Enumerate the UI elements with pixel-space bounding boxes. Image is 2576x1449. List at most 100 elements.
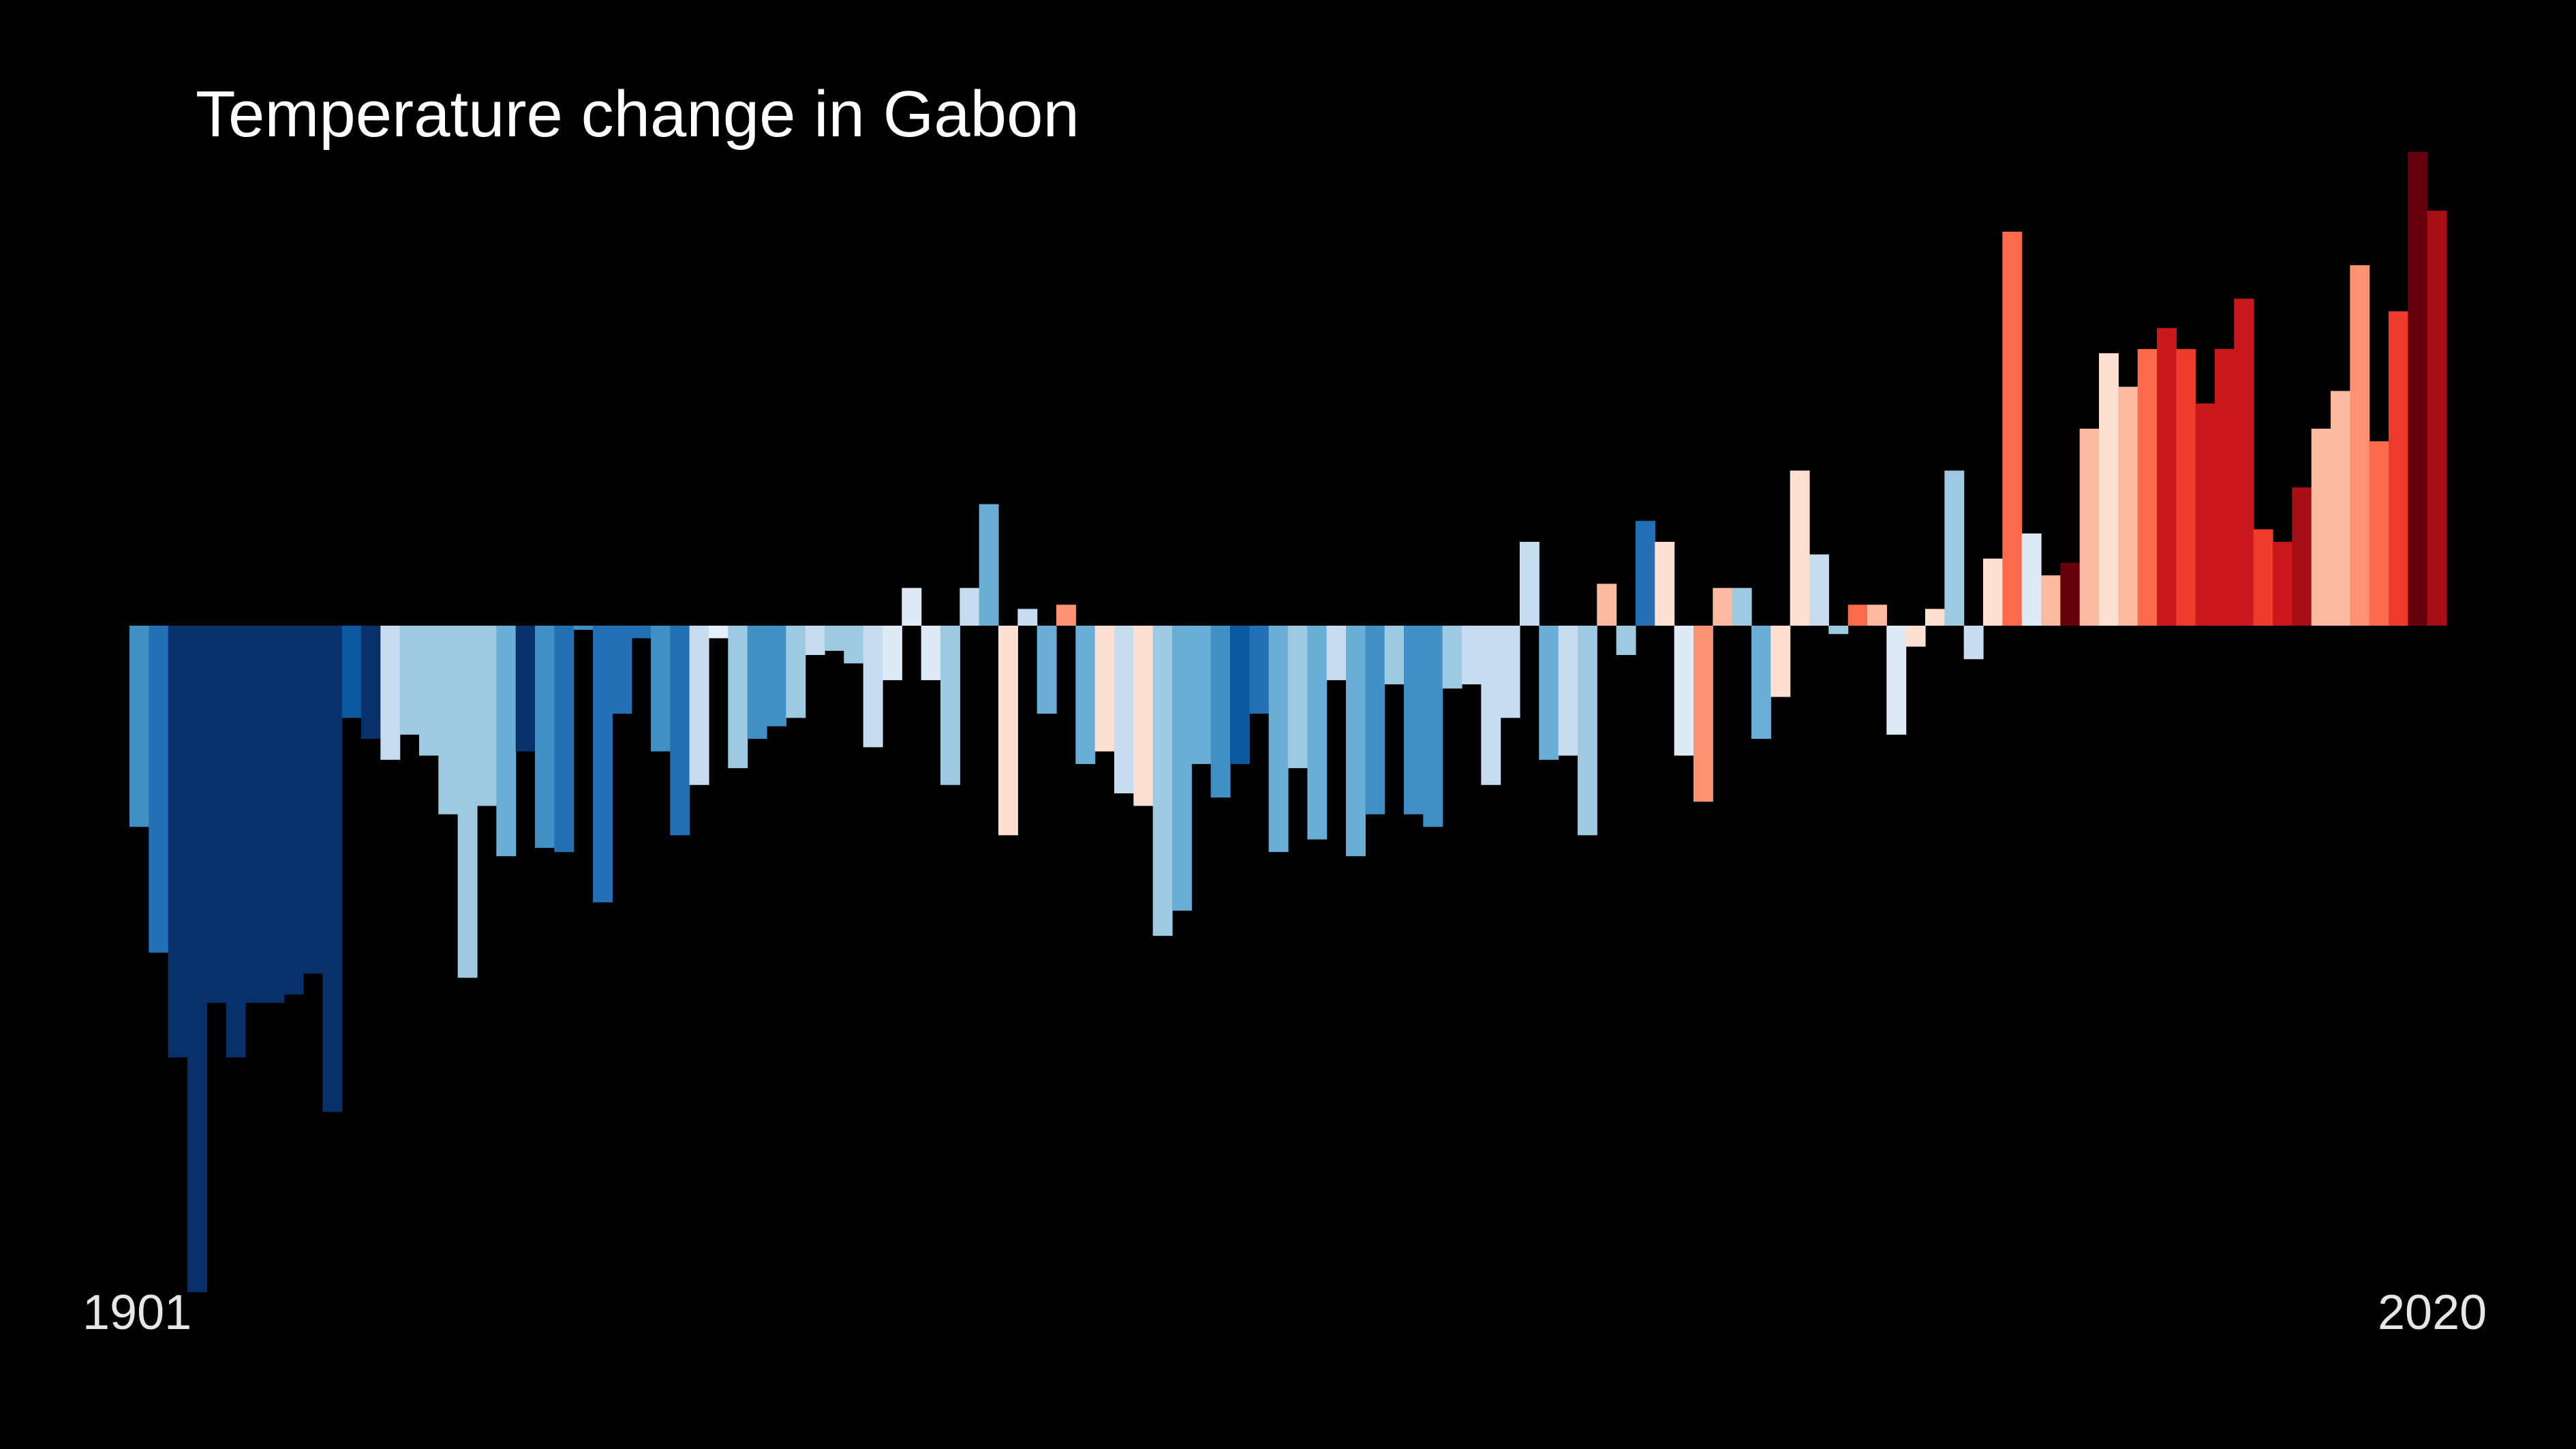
bar-1957 bbox=[1210, 626, 1231, 798]
bar-1939 bbox=[863, 626, 883, 748]
bar-1906 bbox=[226, 626, 246, 1058]
bar-2001 bbox=[2060, 562, 2081, 626]
bar-2013 bbox=[2292, 487, 2312, 626]
bar-1929 bbox=[670, 626, 690, 836]
bar-1920 bbox=[496, 626, 517, 857]
bar-1934 bbox=[767, 626, 786, 727]
bar-2000 bbox=[2041, 575, 2061, 626]
bar-1912 bbox=[341, 626, 362, 718]
bar-1969 bbox=[1442, 626, 1462, 689]
bar-1919 bbox=[477, 626, 497, 806]
bar-1959 bbox=[1249, 626, 1270, 714]
bar-1980 bbox=[1655, 542, 1675, 626]
bar-1999 bbox=[2021, 533, 2042, 626]
bar-1930 bbox=[689, 626, 709, 785]
bar-1913 bbox=[361, 626, 381, 739]
bar-1922 bbox=[535, 626, 555, 848]
bar-2018 bbox=[2389, 311, 2408, 626]
bar-1988 bbox=[1809, 554, 1829, 626]
bar-2011 bbox=[2253, 529, 2273, 626]
bar-2019 bbox=[2408, 152, 2428, 626]
bar-1904 bbox=[187, 626, 207, 1292]
bar-2006 bbox=[2157, 328, 2177, 626]
bar-1928 bbox=[651, 626, 671, 752]
bar-2004 bbox=[2118, 386, 2138, 626]
bar-1945 bbox=[979, 504, 999, 626]
bar-1915 bbox=[399, 626, 420, 735]
bar-2010 bbox=[2234, 299, 2254, 626]
bar-1982 bbox=[1693, 626, 1713, 802]
bar-1986 bbox=[1770, 626, 1791, 697]
bar-1997 bbox=[1983, 558, 2003, 626]
x-start-year-label: 1901 bbox=[82, 1285, 192, 1340]
bar-1981 bbox=[1674, 626, 1694, 756]
bars-group bbox=[129, 152, 2447, 1292]
bar-1956 bbox=[1191, 626, 1212, 764]
bar-1940 bbox=[883, 626, 902, 680]
bar-1955 bbox=[1172, 626, 1192, 911]
bar-1903 bbox=[168, 626, 188, 1058]
bar-1983 bbox=[1713, 588, 1733, 626]
bar-1990 bbox=[1847, 605, 1868, 626]
bar-1989 bbox=[1828, 626, 1849, 635]
bar-2017 bbox=[2369, 441, 2389, 626]
bar-1961 bbox=[1288, 626, 1308, 769]
bar-1984 bbox=[1732, 588, 1752, 626]
bar-2002 bbox=[2079, 428, 2100, 626]
bar-1924 bbox=[573, 626, 594, 630]
bar-1960 bbox=[1268, 626, 1289, 853]
bar-1977 bbox=[1597, 583, 1617, 626]
bar-1907 bbox=[245, 626, 265, 1003]
bar-1954 bbox=[1152, 626, 1173, 936]
bar-2015 bbox=[2331, 391, 2350, 626]
bar-1998 bbox=[2002, 231, 2023, 626]
bar-1936 bbox=[805, 626, 825, 656]
bar-1902 bbox=[149, 626, 169, 953]
bar-1991 bbox=[1867, 605, 1887, 626]
bar-1918 bbox=[457, 626, 478, 978]
bar-1966 bbox=[1384, 626, 1405, 685]
bar-2014 bbox=[2311, 428, 2331, 626]
bar-1901 bbox=[129, 626, 149, 827]
bar-1971 bbox=[1481, 626, 1501, 785]
bar-1938 bbox=[844, 626, 864, 664]
bar-1975 bbox=[1558, 626, 1578, 756]
bar-1976 bbox=[1578, 626, 1597, 836]
bar-2003 bbox=[2099, 353, 2119, 626]
bar-2016 bbox=[2350, 265, 2370, 626]
bar-1927 bbox=[631, 626, 651, 639]
bar-1911 bbox=[322, 626, 343, 1112]
bar-1931 bbox=[709, 626, 729, 639]
bar-2005 bbox=[2137, 349, 2158, 626]
bar-1908 bbox=[264, 626, 285, 1003]
bar-1962 bbox=[1307, 626, 1328, 840]
bar-1905 bbox=[206, 626, 227, 1003]
bar-1953 bbox=[1133, 626, 1154, 806]
bar-1946 bbox=[998, 626, 1018, 836]
bar-1958 bbox=[1230, 626, 1250, 764]
bar-2020 bbox=[2427, 211, 2447, 626]
bar-1993 bbox=[1905, 626, 1926, 647]
bar-1942 bbox=[921, 626, 941, 680]
bar-1935 bbox=[786, 626, 806, 718]
bar-1973 bbox=[1520, 542, 1539, 626]
bar-1950 bbox=[1075, 626, 1096, 764]
bar-1923 bbox=[554, 626, 574, 853]
bar-1926 bbox=[612, 626, 632, 714]
bar-1995 bbox=[1944, 470, 1965, 626]
bar-2012 bbox=[2273, 542, 2293, 626]
bar-1947 bbox=[1017, 609, 1038, 626]
bar-1937 bbox=[825, 626, 844, 651]
x-end-year-label: 2020 bbox=[2378, 1285, 2487, 1340]
bar-1917 bbox=[438, 626, 459, 814]
bar-1972 bbox=[1500, 626, 1520, 718]
bar-2008 bbox=[2195, 403, 2215, 626]
bar-1948 bbox=[1037, 626, 1057, 714]
bar-1967 bbox=[1404, 626, 1424, 814]
bar-1944 bbox=[960, 588, 980, 626]
bar-1965 bbox=[1365, 626, 1385, 814]
bar-1914 bbox=[380, 626, 401, 760]
bar-1910 bbox=[303, 626, 323, 974]
bar-1933 bbox=[747, 626, 767, 739]
